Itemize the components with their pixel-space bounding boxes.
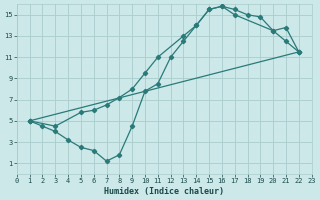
X-axis label: Humidex (Indice chaleur): Humidex (Indice chaleur) bbox=[104, 187, 224, 196]
